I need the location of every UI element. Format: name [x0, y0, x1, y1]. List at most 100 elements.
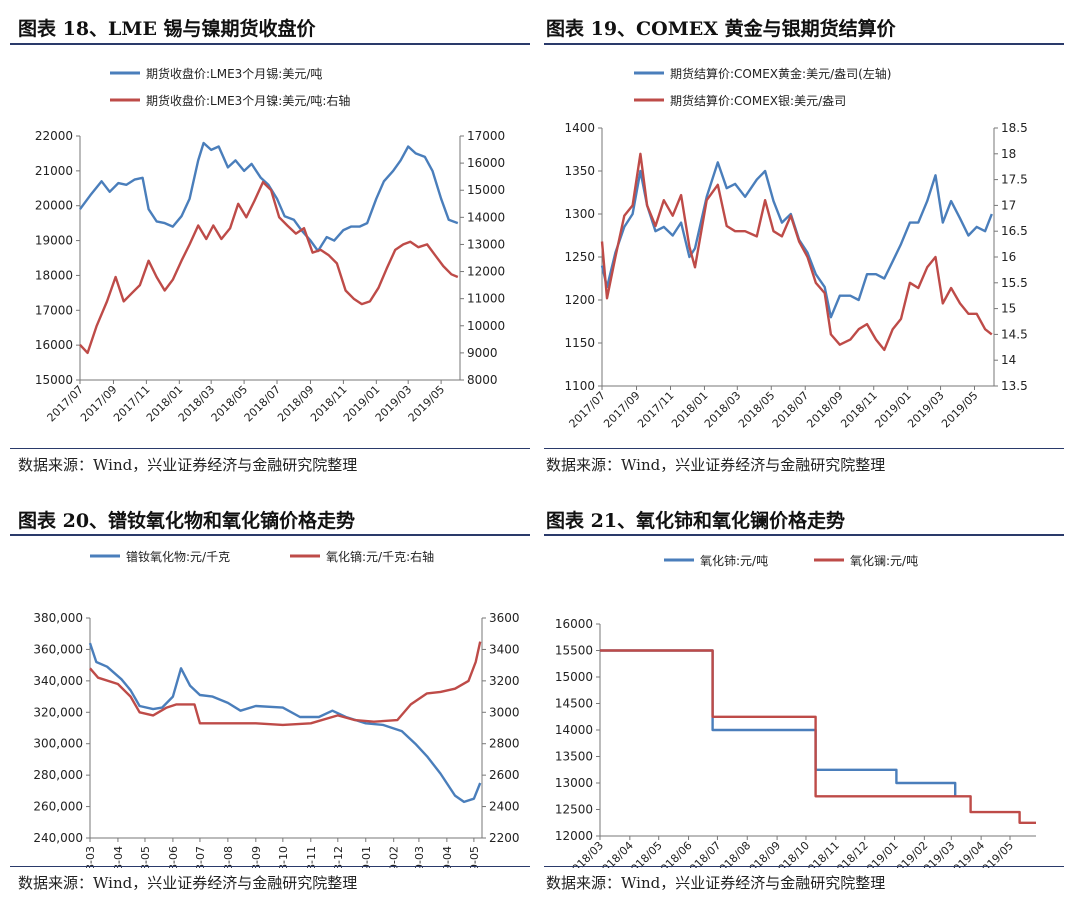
- y-tick-label-left: 16000: [555, 617, 593, 631]
- legend-label-1: 氧化镧:元/吨: [850, 553, 918, 568]
- chart-ce-la-oxide: 12000 12500 13000 13500 14000 14500 15000 15500…: [555, 553, 1036, 868]
- y-tick-label-right: 13.5: [1001, 379, 1028, 393]
- y-tick-label-right: 3600: [489, 611, 520, 625]
- series-line-1: [89, 641, 482, 727]
- y-tick-label-left: 22000: [35, 129, 73, 143]
- y-tick-label-left: 15500: [555, 644, 593, 658]
- series-line-1: [79, 180, 459, 355]
- x-tick-label: 2019-05: [468, 846, 481, 868]
- source-rule: [10, 866, 530, 867]
- y-tick-label-left: 14500: [555, 697, 593, 711]
- y-tick-label-left: 12000: [555, 829, 593, 843]
- chart-title: 图表 19、COMEX 黄金与银期货结算价: [546, 18, 896, 40]
- chart-comex-gold-silver: 1100 1150 1200 1250 1300 1350 1400 13.5 14 14.5 15…: [564, 66, 1028, 431]
- x-tick-label: 2017/09: [601, 389, 643, 431]
- x-tick-label: 2018-09: [250, 846, 263, 868]
- panel-prnd-dy-oxide: 图表 20、镨钕氧化物和氧化镝价格走势 240,000 260,000 280,00…: [10, 502, 530, 906]
- x-tick-label: 2018-04: [112, 846, 125, 868]
- y-tick-label-right: 13000: [467, 237, 505, 251]
- x-tick-label: 2018-03: [84, 846, 97, 868]
- series-line-1: [600, 649, 1036, 824]
- y-tick-label-right: 17000: [467, 129, 505, 143]
- x-tick-label: 2019-01: [360, 846, 373, 868]
- y-tick-label-left: 320,000: [33, 705, 83, 719]
- y-tick-label-left: 15000: [555, 670, 593, 684]
- y-tick-label-left: 240,000: [33, 831, 83, 845]
- source-note: 数据来源：Wind，兴业证券经济与金融研究院整理: [546, 874, 886, 892]
- x-tick-label: 2018-12: [332, 846, 345, 868]
- source-note: 数据来源：Wind，兴业证券经济与金融研究院整理: [546, 456, 886, 474]
- series-line-0: [600, 161, 993, 319]
- y-tick-label-right: 16000: [467, 156, 505, 170]
- source-note: 数据来源：Wind，兴业证券经济与金融研究院整理: [18, 456, 358, 474]
- legend-label-1: 期货结算价:COMEX银:美元/盎司: [670, 93, 846, 108]
- x-tick-label: 2017/07: [567, 389, 609, 431]
- x-tick-label: 2019/05: [406, 383, 448, 425]
- series-line-0: [88, 642, 482, 804]
- legend-label-1: 期货收盘价:LME3个月镍:美元/吨:右轴: [146, 93, 350, 108]
- x-tick-label: 2018/03: [702, 389, 744, 431]
- x-tick-label: 2018-11: [305, 846, 318, 868]
- y-tick-label-left: 260,000: [33, 800, 83, 814]
- y-tick-label-right: 8000: [467, 373, 498, 387]
- source-rule: [544, 866, 1064, 867]
- y-tick-label-left: 340,000: [33, 674, 83, 688]
- x-tick-label: 2018-07: [194, 846, 207, 868]
- y-tick-label-left: 1250: [564, 250, 595, 264]
- x-tick-label: 2019-04: [441, 846, 454, 868]
- y-tick-label-right: 3400: [489, 642, 520, 656]
- y-tick-label-right: 9000: [467, 346, 498, 360]
- source-note: 数据来源：Wind，兴业证券经济与金融研究院整理: [18, 874, 358, 892]
- legend-label-1: 氧化镝:元/千克:右轴: [326, 549, 434, 564]
- y-tick-label-left: 380,000: [33, 611, 83, 625]
- x-tick-label: 2018-08: [222, 846, 235, 868]
- series-line-0: [600, 649, 957, 797]
- panel-comex-gold-silver: 图表 19、COMEX 黄金与银期货结算价 1100 1150 1200 1250 13…: [544, 8, 1064, 478]
- y-tick-label-left: 1300: [564, 207, 595, 221]
- x-tick-label: 2019/03: [905, 389, 947, 431]
- chart-title: 图表 21、氧化铈和氧化镧价格走势: [546, 510, 846, 532]
- x-tick-label: 2018/03: [565, 839, 607, 868]
- x-tick-label: 2019-03: [413, 846, 426, 868]
- panel-lme-tin-nickel: 图表 18、LME 锡与镍期货收盘价 15000 16000 17000 18000 1…: [10, 8, 530, 478]
- y-tick-label-left: 300,000: [33, 737, 83, 751]
- y-tick-label-right: 14000: [467, 210, 505, 224]
- y-tick-label-right: 2800: [489, 737, 520, 751]
- y-tick-label-right: 14: [1001, 353, 1016, 367]
- chart-prnd-dy-oxide: 240,000 260,000 280,000 300,000 320,000 340,0…: [33, 549, 520, 868]
- x-tick-label: 2018/07: [770, 389, 812, 431]
- x-tick-label: 2018/05: [736, 389, 778, 431]
- y-tick-label-left: 13000: [555, 776, 593, 790]
- y-tick-label-left: 1150: [564, 336, 595, 350]
- y-tick-label-right: 11000: [467, 292, 505, 306]
- series-line-1: [600, 152, 993, 352]
- y-tick-label-right: 15.5: [1001, 276, 1028, 290]
- legend-label-0: 镨钕氧化物:元/千克: [126, 549, 230, 564]
- panel-ce-la-oxide: 图表 21、氧化铈和氧化镧价格走势 12000 12500 13000 13500 14…: [544, 502, 1064, 906]
- x-tick-label: 2018-06: [167, 846, 180, 868]
- source-rule: [10, 448, 530, 449]
- y-tick-label-left: 12500: [555, 803, 593, 817]
- chart-lme-tin-nickel: 15000 16000 17000 18000 19000 20000 21000 22000…: [35, 66, 505, 425]
- y-tick-label-right: 2600: [489, 768, 520, 782]
- y-tick-label-left: 19000: [35, 234, 73, 248]
- y-tick-label-left: 1200: [564, 293, 595, 307]
- y-tick-label-left: 1400: [564, 121, 595, 135]
- title-rule: [10, 534, 530, 536]
- y-tick-label-left: 1100: [564, 379, 595, 393]
- x-tick-label: 2019/05: [939, 389, 981, 431]
- legend-label-0: 期货收盘价:LME3个月锡:美元/吨: [146, 66, 322, 81]
- y-tick-label-right: 2400: [489, 800, 520, 814]
- y-tick-label-left: 20000: [35, 199, 73, 213]
- legend-label-0: 氧化铈:元/吨: [700, 553, 768, 568]
- y-tick-label-left: 360,000: [33, 642, 83, 656]
- title-rule: [544, 534, 1064, 536]
- chart-title: 图表 20、镨钕氧化物和氧化镝价格走势: [18, 510, 356, 532]
- y-tick-label-right: 18.5: [1001, 121, 1028, 135]
- x-tick-label: 2018-10: [277, 846, 290, 868]
- title-rule: [544, 43, 1064, 45]
- y-tick-label-left: 18000: [35, 268, 73, 282]
- x-tick-label: 2019-02: [388, 846, 401, 868]
- title-rule: [10, 43, 530, 45]
- y-tick-label-right: 14.5: [1001, 327, 1028, 341]
